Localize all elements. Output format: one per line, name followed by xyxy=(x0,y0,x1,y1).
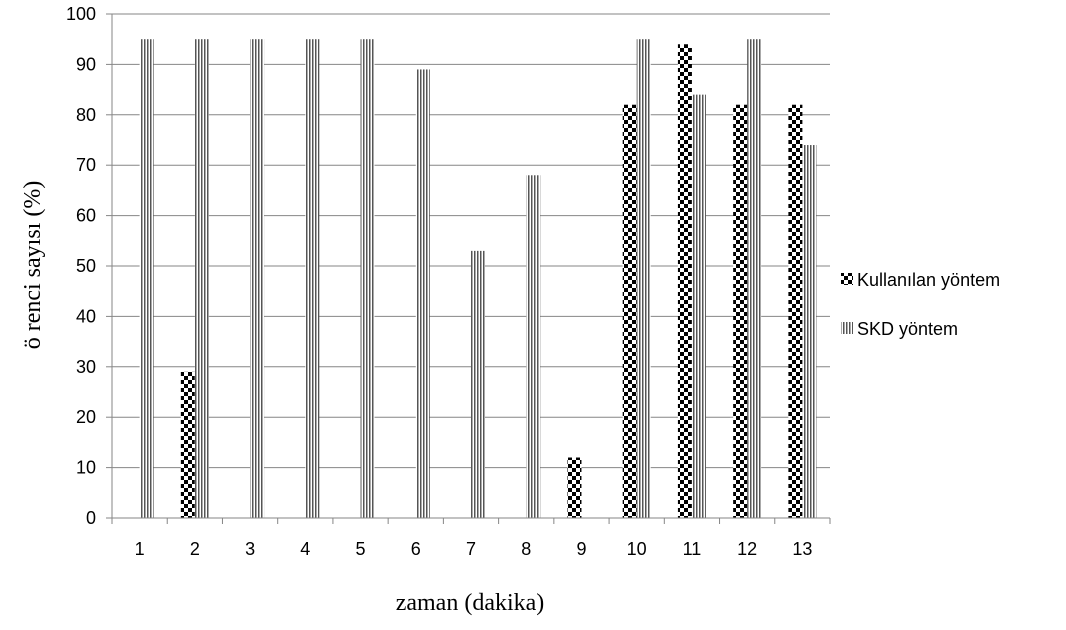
bar-s1-13 xyxy=(788,104,803,518)
x-tick-label: 12 xyxy=(737,539,757,559)
x-tick-label: 11 xyxy=(683,539,702,559)
legend-label-kullanilan: Kullanılan yöntem xyxy=(857,270,1000,290)
bar-s2-8 xyxy=(526,175,541,518)
y-tick-label: 30 xyxy=(76,357,96,377)
bar-s2-5 xyxy=(360,39,375,518)
bar-s1-10 xyxy=(622,104,637,518)
x-tick-label: 7 xyxy=(466,539,476,559)
bar-s2-13 xyxy=(802,145,817,519)
bars xyxy=(139,39,817,519)
y-tick-label: 0 xyxy=(86,508,96,528)
bar-s2-12 xyxy=(747,39,762,518)
x-axis-title: zaman (dakika) xyxy=(396,590,545,616)
bar-s2-1 xyxy=(139,39,154,518)
y-tick-label: 50 xyxy=(76,256,96,276)
y-tick-label: 20 xyxy=(76,407,96,427)
legend-swatch-kullanilan xyxy=(841,273,853,285)
x-tick-label: 13 xyxy=(792,539,812,559)
bar-s2-2 xyxy=(194,39,209,518)
y-tick-label: 100 xyxy=(66,4,96,24)
bar-s1-11 xyxy=(677,44,692,519)
x-tick-label: 6 xyxy=(411,539,421,559)
x-tick-label: 5 xyxy=(356,539,366,559)
x-tick-label: 10 xyxy=(627,539,647,559)
y-axis-title: ö renci sayısı (%) xyxy=(20,181,46,350)
y-tick-label: 90 xyxy=(76,54,96,74)
x-tick-label: 4 xyxy=(300,539,310,559)
bar-s2-11 xyxy=(691,94,706,518)
bar-s1-2 xyxy=(180,371,195,518)
y-tick-label: 80 xyxy=(76,105,96,125)
bar-s2-7 xyxy=(471,250,485,518)
y-tick-label: 40 xyxy=(76,306,96,326)
bar-s2-10 xyxy=(636,39,651,518)
bar-s2-6 xyxy=(415,69,430,518)
x-tick-label: 3 xyxy=(245,539,255,559)
bar-s1-9 xyxy=(567,457,582,518)
bar-s2-3 xyxy=(250,39,265,518)
legend-item-kullanilan: Kullanılan yöntem xyxy=(841,270,1000,290)
y-tick-label: 60 xyxy=(76,206,96,226)
legend-item-skd: SKD yöntem xyxy=(841,319,958,339)
y-tick-label: 10 xyxy=(76,458,96,478)
y-tick-label: 70 xyxy=(76,155,96,175)
x-tick-label: 8 xyxy=(521,539,531,559)
legend-swatch-skd xyxy=(841,322,853,334)
bar-s2-4 xyxy=(305,39,320,518)
legend-label-skd: SKD yöntem xyxy=(857,319,958,339)
x-tick-label: 2 xyxy=(190,539,200,559)
x-tick-label: 1 xyxy=(135,539,145,559)
x-tick-label: 9 xyxy=(576,539,586,559)
bar-s1-12 xyxy=(733,104,748,518)
axes xyxy=(106,13,831,524)
legend: Kullanılan yöntem SKD yöntem xyxy=(841,270,1000,339)
